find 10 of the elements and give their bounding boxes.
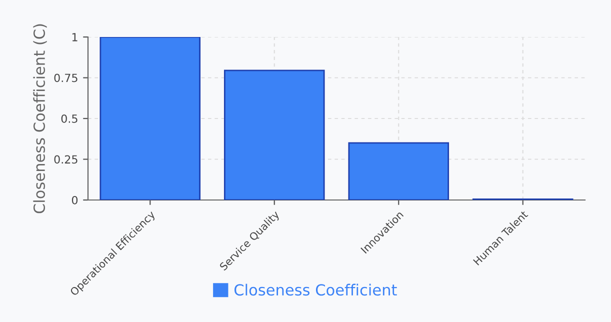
bar bbox=[100, 37, 201, 200]
y-tick-label: 0.5 bbox=[61, 114, 78, 123]
y-tick-label: 1 bbox=[72, 33, 78, 42]
y-tick-label: 0.75 bbox=[54, 74, 78, 82]
y-tick-label: 0 bbox=[72, 196, 78, 204]
legend-label: Closeness Coefficient bbox=[234, 284, 397, 296]
bar bbox=[224, 70, 325, 200]
bar bbox=[348, 142, 450, 200]
y-tick-label: 0.25 bbox=[54, 155, 78, 164]
y-axis-title: Closeness Coefficient (C) bbox=[33, 24, 47, 214]
